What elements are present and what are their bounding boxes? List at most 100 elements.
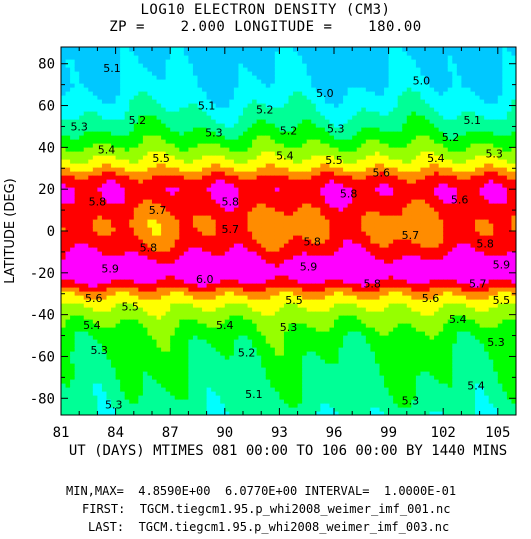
heatmap-cell: [206, 219, 212, 224]
heatmap-cell: [256, 211, 262, 216]
heatmap-cell: [238, 191, 244, 196]
heatmap-cell: [256, 75, 262, 80]
heatmap-cell: [297, 187, 303, 192]
heatmap-cell: [256, 239, 262, 244]
heatmap-cell: [165, 375, 171, 380]
heatmap-cell: [265, 191, 271, 196]
heatmap-cell: [202, 119, 208, 124]
heatmap-cell: [179, 231, 185, 236]
heatmap-cell: [247, 63, 253, 68]
heatmap-cell: [302, 163, 308, 168]
heatmap-cell: [115, 331, 121, 336]
heatmap-cell: [142, 251, 149, 256]
heatmap-cell: [120, 411, 126, 415]
heatmap-cell: [106, 55, 112, 60]
heatmap-cell: [97, 327, 103, 332]
heatmap-cell: [115, 47, 121, 52]
heatmap-cell: [83, 383, 89, 388]
heatmap-cell: [220, 263, 226, 268]
heatmap-cell: [92, 159, 98, 164]
heatmap-cell: [61, 211, 67, 216]
heatmap-cell: [88, 139, 94, 144]
heatmap-cell: [101, 395, 108, 400]
heatmap-cell: [288, 363, 294, 368]
heatmap-cell: [165, 127, 171, 132]
heatmap-cell: [147, 223, 153, 228]
heatmap-cell: [138, 375, 144, 380]
heatmap-cell: [206, 319, 212, 324]
heatmap-cell: [101, 351, 108, 356]
heatmap-cell: [202, 115, 208, 120]
heatmap-cell: [79, 83, 85, 88]
heatmap-cell: [183, 395, 189, 400]
heatmap-cell: [261, 383, 267, 388]
heatmap-cell: [297, 147, 303, 152]
heatmap-cell: [142, 131, 149, 136]
heatmap-cell: [115, 131, 121, 136]
heatmap-cell: [270, 123, 276, 128]
heatmap-cell: [215, 111, 221, 116]
heatmap-cell: [88, 279, 94, 284]
heatmap-cell: [188, 75, 194, 80]
heatmap-cell: [165, 283, 171, 288]
heatmap-cell: [283, 347, 290, 352]
heatmap-cell: [215, 227, 221, 232]
heatmap-cell: [70, 363, 76, 368]
heatmap-cell: [238, 127, 244, 132]
heatmap-cell: [129, 199, 135, 204]
heatmap-cell: [65, 151, 71, 156]
heatmap-cell: [297, 215, 303, 220]
heatmap-cell: [133, 259, 139, 264]
heatmap-cell: [297, 255, 303, 260]
heatmap-cell: [174, 179, 180, 184]
heatmap-cell: [283, 327, 290, 332]
heatmap-cell: [192, 47, 199, 52]
heatmap-cell: [238, 227, 244, 232]
heatmap-cell: [229, 367, 235, 372]
heatmap-cell: [111, 407, 117, 412]
heatmap-cell: [238, 75, 244, 80]
heatmap-cell: [224, 215, 230, 220]
heatmap-cell: [283, 107, 290, 112]
heatmap-cell: [152, 339, 158, 344]
heatmap-cell: [261, 255, 267, 260]
heatmap-cell: [106, 247, 112, 252]
heatmap-cell: [288, 99, 294, 104]
heatmap-cell: [265, 359, 271, 364]
heatmap-cell: [229, 155, 235, 160]
heatmap-cell: [70, 395, 76, 400]
heatmap-cell: [215, 255, 221, 260]
heatmap-cell: [297, 259, 303, 264]
heatmap-cell: [243, 355, 249, 360]
heatmap-cell: [229, 203, 235, 208]
heatmap-cell: [256, 219, 262, 224]
heatmap-cell: [142, 91, 149, 96]
heatmap-cell: [265, 47, 271, 52]
heatmap-cell: [224, 55, 230, 60]
heatmap-cell: [97, 355, 103, 360]
heatmap-cell: [297, 171, 303, 176]
heatmap-cell: [288, 403, 294, 408]
heatmap-cell: [115, 135, 121, 140]
heatmap-cell: [192, 55, 199, 60]
heatmap-cell: [161, 95, 167, 100]
heatmap-cell: [152, 103, 158, 108]
heatmap-cell: [211, 375, 217, 380]
heatmap-cell: [283, 211, 290, 216]
heatmap-cell: [224, 383, 230, 388]
heatmap-cell: [270, 91, 276, 96]
heatmap-cell: [274, 367, 280, 372]
heatmap-cell: [256, 359, 262, 364]
heatmap-cell: [293, 195, 299, 200]
heatmap-cell: [79, 123, 85, 128]
heatmap-cell: [111, 75, 117, 80]
heatmap-cell: [97, 123, 103, 128]
heatmap-cell: [202, 335, 208, 340]
heatmap-cell: [293, 379, 299, 384]
heatmap-cell: [179, 375, 185, 380]
heatmap-cell: [97, 247, 103, 252]
heatmap-cell: [293, 223, 299, 228]
heatmap-cell: [229, 91, 235, 96]
heatmap-cell: [206, 403, 212, 408]
heatmap-cell: [179, 223, 185, 228]
